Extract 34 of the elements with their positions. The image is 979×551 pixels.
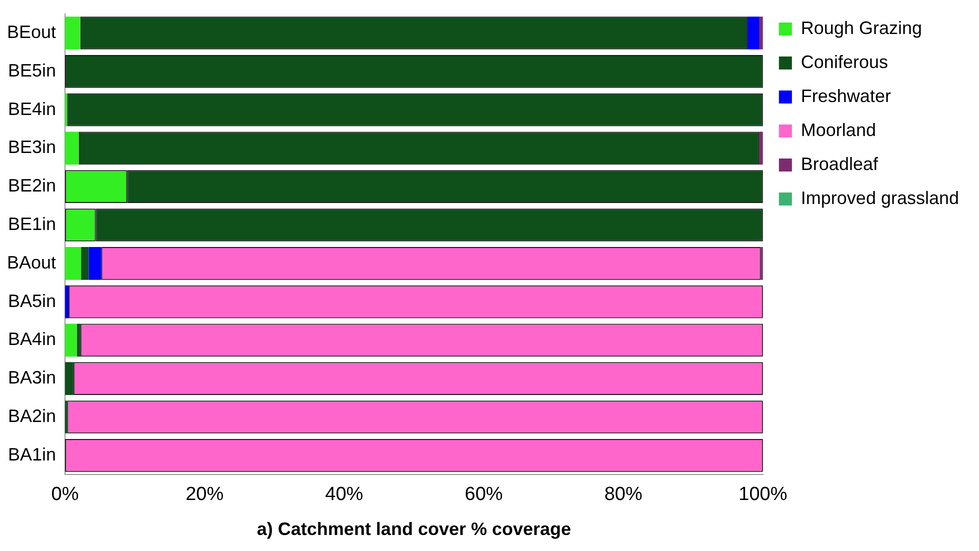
y-tick-label: BA2in [8,406,56,426]
bar [65,324,77,357]
legend-label: Coniferous [800,52,888,72]
x-axis-title: a) Catchment land cover % coverage [256,519,572,540]
bar [76,324,80,357]
y-tick-label: BAout [6,252,56,272]
bar [65,16,80,50]
y-tick-label: BE1in [8,214,56,234]
bar [65,362,74,396]
x-tick-label: 80% [604,484,642,506]
bar [65,246,82,280]
y-tick-label: BEout [6,22,56,42]
legend-label: Broadleaf [800,154,879,174]
legend-label: Moorland [800,120,876,140]
bar [748,16,760,50]
y-tick-label: BE5in [8,60,56,80]
y-tick-label: BA5in [8,290,56,311]
y-tick-label: BA1in [8,444,56,464]
x-tick-label: 20% [186,484,224,506]
legend-label: Improved grassland [800,188,960,208]
legend-label: Freshwater [800,86,891,106]
x-tick-label: 0% [51,484,79,506]
y-tick-label: BE4in [8,98,56,119]
x-tick-label: 40% [325,484,364,506]
x-tick-label: 100% [738,484,788,506]
y-tick-label: BE2in [8,176,56,196]
y-tick-label: BE3in [8,137,56,158]
bar [65,132,79,165]
bar [88,246,102,280]
y-tick-label: BA3in [8,368,56,388]
y-tick-label: BA4in [8,329,56,350]
x-tick-label: 60% [464,484,503,506]
bar [81,246,89,280]
legend-label: Rough Grazing [800,18,922,38]
